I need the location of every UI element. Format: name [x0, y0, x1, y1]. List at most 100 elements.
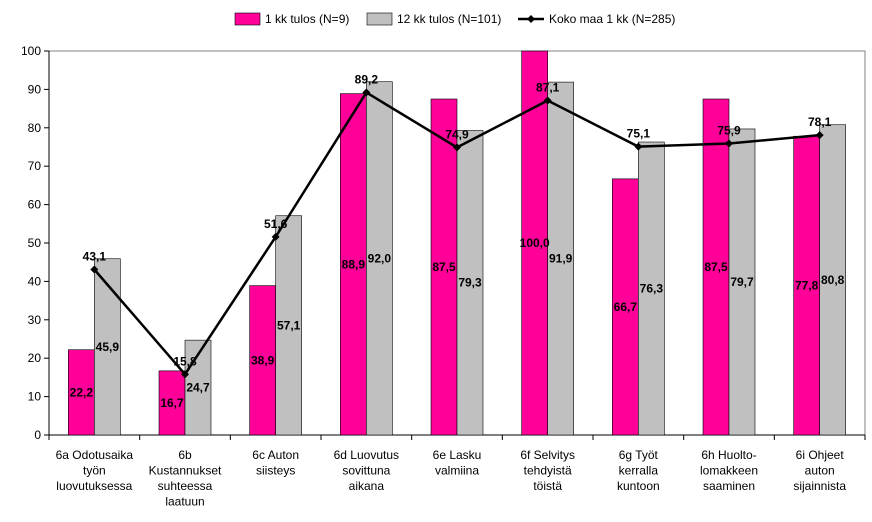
line-marker — [815, 131, 824, 140]
legend: 1 kk tulos (N=9) 12 kk tulos (N=101) Koko … — [234, 12, 675, 26]
legend-swatch — [234, 12, 261, 26]
bar — [275, 215, 302, 436]
bar — [702, 98, 730, 436]
y-tick-label: 70 — [28, 159, 42, 173]
line-data-label: 75,9 — [717, 124, 741, 138]
bar-data-label: 79,7 — [730, 275, 754, 289]
bar-data-label: 79,3 — [458, 276, 482, 290]
line-marker — [634, 142, 643, 151]
bar — [819, 124, 846, 436]
bar-data-label: 87,5 — [704, 260, 728, 274]
bar-data-label: 57,1 — [277, 318, 301, 332]
bar-data-label: 38,9 — [251, 353, 275, 367]
category-label: luovutuksessa — [56, 479, 132, 493]
legend-label: Koko maa 1 kk (N=285) — [549, 12, 675, 26]
category-label: siisteys — [256, 464, 295, 478]
line-data-label: 87,1 — [536, 81, 560, 95]
bar — [638, 141, 665, 436]
bar — [184, 339, 212, 436]
category-label: auton — [805, 464, 835, 478]
line-data-label: 75,1 — [627, 127, 651, 141]
line-data-label: 51,6 — [264, 217, 288, 231]
line-data-label: 89,2 — [355, 72, 379, 86]
category-label: laatuun — [165, 495, 204, 509]
category-label: kuntoon — [617, 479, 660, 493]
y-tick-label: 0 — [34, 428, 41, 442]
line-data-label: 15,8 — [173, 354, 197, 368]
y-tick-label: 30 — [28, 313, 42, 327]
category-label: saaminen — [703, 479, 755, 493]
line-marker — [181, 370, 189, 379]
line-marker — [543, 96, 552, 105]
y-tick-label: 90 — [28, 82, 42, 96]
category-label: Kustannukset — [149, 464, 222, 478]
category-label: sijainnista — [793, 479, 846, 493]
category-label: 6b — [178, 448, 192, 462]
bar-data-label: 92,0 — [368, 251, 392, 265]
line-marker — [725, 139, 733, 148]
legend-marker — [527, 15, 535, 23]
bar — [249, 285, 276, 436]
bar — [430, 98, 458, 436]
category-label: suhteessa — [158, 479, 213, 493]
category-label: 6d Luovutus — [334, 448, 399, 462]
line-data-label: 43,1 — [83, 249, 107, 263]
bar-data-label: 80,8 — [821, 273, 845, 287]
bar — [728, 128, 756, 436]
bar-data-label: 88,9 — [342, 257, 366, 271]
legend-swatch — [366, 12, 393, 26]
y-tick-label: 80 — [28, 121, 42, 135]
y-tick-label: 100 — [21, 44, 41, 58]
bar — [612, 178, 639, 436]
bar — [158, 370, 186, 436]
line-marker — [271, 232, 280, 241]
line-marker — [453, 143, 461, 152]
bar-data-label: 45,9 — [96, 340, 120, 354]
legend-label: 12 kk tulos (N=101) — [397, 12, 501, 26]
y-tick-label: 10 — [28, 390, 42, 404]
bar-data-label: 77,8 — [795, 279, 819, 293]
bar — [94, 258, 121, 436]
category-label: kerralla — [619, 464, 659, 478]
y-tick-label: 40 — [28, 274, 42, 288]
category-label: 6c Auton — [252, 448, 299, 462]
bar-data-label: 100,0 — [520, 236, 550, 250]
bar-data-label: 76,3 — [640, 282, 664, 296]
category-label: 6g Työt — [619, 448, 659, 462]
bar — [456, 130, 484, 436]
category-label: 6h Huolto- — [701, 448, 756, 462]
bar-data-label: 91,9 — [549, 252, 573, 266]
line-marker — [362, 88, 371, 97]
line-data-label: 74,9 — [445, 127, 469, 141]
line-data-label: 78,1 — [808, 115, 832, 129]
bar — [68, 349, 95, 436]
line-marker — [90, 265, 99, 274]
category-label: 6e Lasku — [433, 448, 482, 462]
bar — [340, 93, 367, 436]
bar-data-label: 66,7 — [614, 300, 638, 314]
category-label: 6i Ohjeet — [796, 448, 845, 462]
bar-data-label: 22,2 — [70, 385, 94, 399]
data-labels: 22,245,916,724,738,957,188,9 92,087,579,3… — [70, 72, 845, 409]
line-series — [90, 88, 824, 379]
category-label: 6f Selvitys — [520, 448, 575, 462]
y-tick-label: 20 — [28, 351, 42, 365]
bar — [547, 81, 574, 436]
bar-data-label: 24,7 — [186, 381, 210, 395]
bar — [366, 81, 393, 436]
category-label: sovittuna — [342, 464, 390, 478]
category-label: työn — [83, 464, 106, 478]
category-label: 6a Odotusaika — [56, 448, 134, 462]
y-tick-label: 60 — [28, 198, 42, 212]
legend-label: 1 kk tulos (N=9) — [265, 12, 349, 26]
category-label: töistä — [533, 479, 562, 493]
bar-data-label: 87,5 — [432, 260, 456, 274]
bar-data-label: 16,7 — [160, 396, 184, 410]
bars — [68, 50, 846, 436]
category-label: valmiina — [435, 464, 479, 478]
category-label: lomakkeen — [700, 464, 758, 478]
y-tick-label: 50 — [28, 236, 42, 250]
category-label: tehdyistä — [524, 464, 572, 478]
